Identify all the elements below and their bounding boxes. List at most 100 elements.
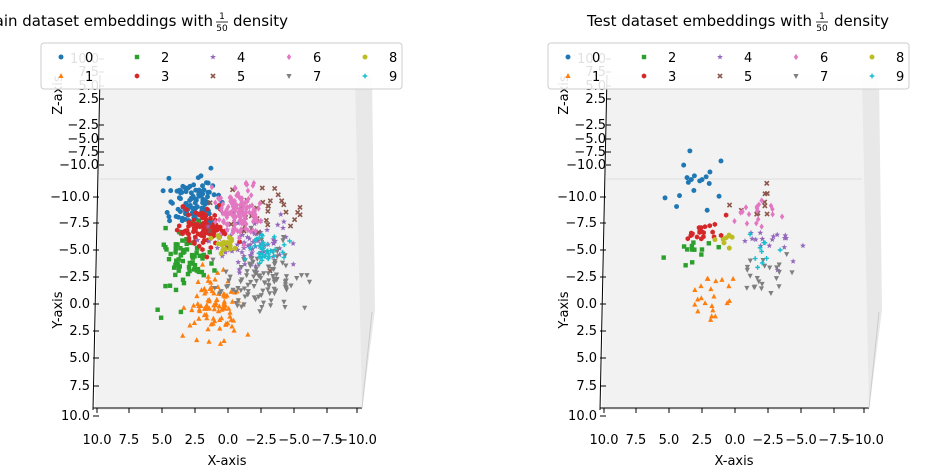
legend-marker-0	[565, 54, 571, 60]
data-point-class-7	[268, 298, 274, 304]
data-point-class-5	[291, 216, 298, 223]
data-point-class-0	[662, 195, 668, 201]
data-point-class-9	[281, 255, 287, 260]
data-point-class-9	[254, 236, 259, 242]
data-point-class-5	[762, 191, 768, 197]
data-point-class-7	[233, 289, 239, 295]
data-point-class-2	[178, 253, 183, 258]
data-point-class-7	[282, 279, 288, 285]
data-point-class-7	[751, 285, 757, 291]
z-tick-label: −7.5	[67, 145, 99, 160]
data-point-class-6	[227, 194, 232, 201]
legend-marker-6	[793, 53, 799, 61]
data-point-class-4	[241, 261, 248, 267]
data-point-class-7	[283, 274, 290, 280]
data-point-class-4	[290, 240, 297, 246]
legend-marker-7	[286, 74, 292, 79]
data-point-class-1	[196, 315, 202, 321]
data-point-class-0	[180, 215, 185, 221]
y-tick-label: 2.5	[69, 324, 90, 339]
axes-frame	[92, 74, 375, 411]
data-point-class-6	[754, 203, 759, 211]
data-point-class-4	[766, 242, 773, 249]
data-point-class-0	[704, 207, 710, 213]
data-point-class-4	[274, 221, 281, 228]
data-point-class-0	[211, 192, 217, 198]
data-point-class-7	[266, 278, 272, 284]
legend-box	[40, 42, 403, 90]
legend: 0 1 2 3 4 5 6 7 8 9	[40, 42, 403, 90]
legend-label: 7	[313, 70, 321, 85]
data-point-class-6	[251, 179, 257, 187]
data-point-class-1	[206, 338, 212, 344]
left-axis-line	[92, 74, 101, 411]
x-tick-label: 7.5	[626, 433, 647, 448]
data-point-class-9	[747, 231, 753, 237]
data-point-class-1	[708, 286, 714, 292]
data-point-class-0	[195, 175, 201, 181]
data-point-class-7	[249, 256, 255, 262]
data-point-class-4	[290, 261, 297, 267]
data-point-class-6	[224, 206, 229, 213]
data-point-class-2	[173, 272, 178, 278]
data-point-class-6	[232, 225, 238, 232]
x-axis-label: X-axis	[208, 454, 247, 469]
data-point-class-3	[701, 234, 706, 240]
data-point-class-0	[173, 214, 179, 219]
data-point-class-7	[758, 286, 765, 292]
data-point-class-2	[173, 250, 178, 255]
data-point-class-6	[220, 200, 226, 208]
legend-label: 2	[668, 51, 676, 66]
x-tick-label: −5.0	[785, 433, 817, 448]
data-point-class-7	[272, 260, 278, 266]
y-tick-label: 0.0	[576, 297, 597, 312]
data-point-class-7	[245, 282, 251, 288]
test-subplot: Test dataset embeddings with 1 50 densit…	[547, 12, 910, 469]
y-tick-label: −10.0	[50, 190, 90, 205]
data-point-class-1	[695, 308, 701, 314]
data-point-class-4	[261, 248, 268, 255]
data-point-class-0	[194, 204, 200, 210]
left-axis-line	[599, 74, 608, 411]
data-point-class-9	[242, 256, 248, 262]
data-point-class-1	[203, 288, 209, 294]
data-point-class-2	[185, 271, 191, 277]
data-point-class-7	[235, 298, 241, 304]
data-point-class-4	[277, 211, 284, 217]
data-point-class-6	[224, 214, 230, 221]
data-point-class-9	[259, 257, 265, 263]
legend-label: 8	[389, 51, 397, 66]
data-point-class-0	[677, 193, 682, 199]
data-point-class-2	[181, 280, 187, 286]
data-point-class-4	[774, 231, 781, 238]
data-point-class-1	[199, 261, 206, 267]
data-point-class-0	[706, 181, 712, 186]
data-point-class-7	[234, 303, 241, 309]
data-point-class-7	[252, 297, 259, 303]
data-point-class-4	[257, 228, 264, 235]
legend-marker-1	[58, 73, 64, 78]
plot-title: Train dataset embeddings with 1 50 densi…	[0, 12, 288, 34]
data-point-class-1	[702, 300, 708, 306]
data-point-class-2	[661, 255, 666, 260]
x-tick-label: 2.5	[692, 433, 713, 448]
data-point-class-6	[230, 229, 235, 236]
data-point-class-0	[688, 177, 694, 183]
data-point-class-7	[273, 272, 280, 278]
data-point-class-7	[269, 266, 275, 272]
data-point-class-2	[199, 269, 205, 275]
data-point-class-7	[759, 281, 765, 287]
x-tick-label: 5.0	[659, 433, 680, 448]
legend-label: 9	[389, 70, 397, 85]
data-point-class-6	[256, 205, 261, 212]
legend-box	[547, 42, 910, 90]
data-point-class-1	[189, 307, 195, 313]
data-point-class-4	[749, 235, 756, 242]
data-point-class-3	[217, 225, 223, 232]
data-point-class-7	[776, 262, 782, 268]
legend-marker-7	[793, 74, 799, 79]
data-point-class-7	[238, 279, 244, 285]
data-point-class-4	[235, 259, 242, 265]
data-point-class-7	[252, 271, 259, 276]
data-point-class-0	[203, 180, 209, 186]
